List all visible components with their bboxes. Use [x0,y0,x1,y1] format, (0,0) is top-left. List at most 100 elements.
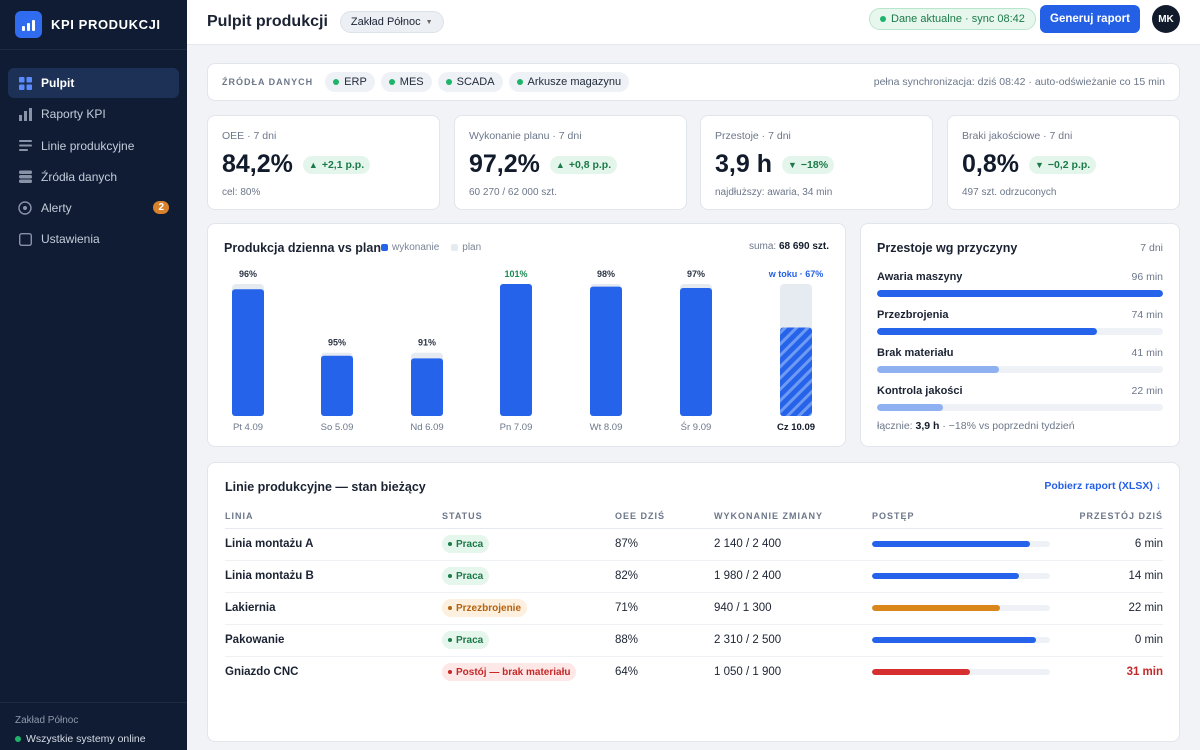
bar-chart-icon [18,107,32,121]
download-xlsx-link[interactable]: Pobierz raport (XLSX) ↓ [1044,480,1161,492]
kpi-card-plan[interactable]: Wykonanie planu · 7 dni 97,2% ▲ +0,8 p.p.… [454,115,687,210]
source-chip-label: SCADA [456,76,495,88]
actual-bar [232,289,264,416]
actual-bar [780,327,812,416]
source-chip-mes[interactable]: MES [380,72,432,92]
downtime-reason-name: Awaria maszyny [877,271,963,283]
sidebar-nav: Pulpit Raporty KPI Linie produkcyjne Źró… [0,50,187,254]
output-cell: 940 / 1 300 [714,592,872,625]
source-dot-icon [445,79,452,85]
settings-icon [18,232,32,246]
status-cell: Przezbrojenie [442,592,615,625]
sidebar-item-ustawienia[interactable]: Ustawienia [8,224,179,254]
line-name: Linia montażu B [225,560,442,593]
col-header-progress[interactable]: POSTĘP [872,505,1072,529]
progress-track [872,541,1050,547]
source-chip-label: ERP [344,76,367,88]
chart-legend: wykonanie plan [381,242,481,253]
sidebar-item-label: Źródła danych [41,169,118,184]
line-name: Lakiernia [225,592,442,625]
col-header-status[interactable]: STATUS [442,505,615,529]
avatar[interactable]: MK [1152,5,1180,33]
data-sources-bar: ŹRÓDŁA DANYCH ERP MES SCADA Arkusze maga… [207,63,1180,101]
sidebar-item-alerty[interactable]: Alerty 2 [8,193,179,223]
production-bar-chart: 96% Pt 4.09 95% So 5.09 91% Nd 6.09 101% Pn 7.0… [232,269,823,433]
col-header-line[interactable]: LINIA [225,505,442,529]
kpi-delta-text: −0,2 p.p. [1047,158,1091,171]
plant-selector[interactable]: Zakład Północ ▼ [339,11,444,33]
sidebar-item-raporty[interactable]: Raporty KPI [8,99,179,129]
legend-plan-swatch [451,244,459,251]
kpi-delta-badge: ▲ +0,8 p.p. [549,155,618,174]
col-header-output[interactable]: WYKONANIE ZMIANY [714,505,872,529]
kpi-card-quality[interactable]: Braki jakościowe · 7 dni 0,8% ▼ −0,2 p.p.… [947,115,1180,210]
table-row[interactable]: Gniazdo CNC Postój — brak materiału 64% 1 0… [225,656,1163,688]
downtime-reason-value: 41 min [1131,347,1163,359]
table-row[interactable]: Pakowanie Praca 88% 2 310 / 2 500 0 min [225,624,1163,657]
source-dot-icon [388,79,395,85]
status-cell: Praca [442,624,615,657]
kpi-card-oee[interactable]: OEE · 7 dni 84,2% ▲ +2,1 p.p. cel: 80% [207,115,440,210]
downtime-reason-name: Kontrola jakości [877,385,963,397]
database-icon [18,170,32,184]
generate-report-button[interactable]: Generuj raport [1040,5,1140,33]
sidebar: KPI PRODUKCJI Pulpit Raporty KPI Linie p… [0,0,187,750]
status-dot-icon [448,606,452,610]
status-dot-icon [448,670,452,675]
downtime-reason-track [877,404,1163,411]
x-tick-label: Cz 10.09 [777,422,815,433]
downtime-reason-bar [877,366,1000,373]
sidebar-item-zrodla[interactable]: Źródła danych [8,162,179,192]
progress-bar [872,637,1037,643]
downtime-cell: 14 min [1072,560,1163,593]
bar-value-label: 96% [239,269,257,279]
legend-actual: wykonanie [381,242,439,253]
legend-actual-label: wykonanie [392,242,440,253]
sync-status-pill: Dane aktualne · sync 08:42 [869,8,1036,30]
kpi-label: Braki jakościowe · 7 dni [962,130,1073,142]
source-dot-icon [516,79,523,85]
chart-title: Produkcja dzienna vs plan [224,241,381,255]
source-chip-scada[interactable]: SCADA [437,72,503,92]
col-header-downtime[interactable]: PRZESTÓJ DZIŚ [1072,505,1163,529]
table-row[interactable]: Lakiernia Przezbrojenie 71% 940 / 1 300 22 m… [225,592,1163,625]
chevron-down-icon: ▼ [425,18,433,26]
bar-value-label: 91% [418,338,436,348]
source-chip-erp[interactable]: ERP [325,72,375,92]
sidebar-item-label: Raporty KPI [41,107,106,122]
sidebar-item-linie[interactable]: Linie produkcyjne [8,131,179,161]
source-dot-icon [333,79,340,85]
page-title: Pulpit produkcji [207,13,328,30]
source-chip-warehouse[interactable]: Arkusze magazynu [508,72,630,92]
downtime-reason: Przezbrojenia 74 min [877,309,1163,335]
line-name: Linia montażu A [225,528,442,561]
legend-plan: plan [451,242,481,253]
downtime-cell: 31 min [1126,666,1163,679]
progress-cell [872,560,1072,593]
alert-count-badge: 2 [153,201,169,215]
downtime-total-label: łącznie: [877,420,913,432]
downtime-period: 7 dni [1140,242,1163,254]
sync-dot-icon [880,16,886,22]
table-row[interactable]: Linia montażu A Praca 87% 2 140 / 2 400 6 mi… [225,528,1163,561]
progress-cell [872,528,1072,561]
chart-sum-value: 68 690 szt. [778,241,829,252]
sidebar-item-pulpit[interactable]: Pulpit [8,68,179,98]
brand-name: KPI PRODUKCJI [51,17,161,32]
x-tick-label: So 5.09 [321,422,354,433]
bar-value-label: 98% [597,269,615,279]
kpi-subtext: cel: 80% [222,187,261,198]
progress-bar [872,541,1031,547]
actual-bar [680,287,712,416]
kpi-card-downtime[interactable]: Przestoje · 7 dni 3,9 h ▼ −18% najdłuższy… [700,115,933,210]
actual-bar [500,284,532,416]
progress-cell [872,592,1072,625]
table-row[interactable]: Linia montażu B Praca 82% 1 980 / 2 400 14 m… [225,560,1163,593]
status-dot-icon [448,638,452,642]
col-header-oee[interactable]: OEE DZIŚ [615,505,714,529]
brand: KPI PRODUKCJI [0,0,187,50]
kpi-subtext: 497 szt. odrzuconych [962,187,1057,198]
downtime-reason-row: Awaria maszyny 96 min [877,271,1163,283]
downtime-reason: Brak materiału 41 min [877,347,1163,373]
legend-plan-label: plan [462,242,482,253]
